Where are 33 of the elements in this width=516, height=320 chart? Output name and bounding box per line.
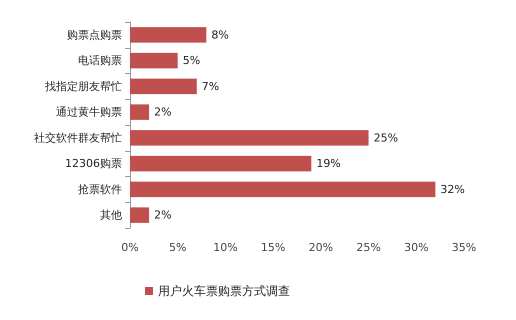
data-label: 19%	[316, 157, 341, 170]
data-label: 2%	[154, 208, 172, 222]
data-label: 5%	[182, 54, 200, 68]
x-tick-label: 10%	[213, 241, 238, 254]
bar	[130, 130, 369, 146]
bar	[130, 78, 197, 94]
data-label: 32%	[440, 182, 465, 196]
data-label: 2%	[154, 106, 172, 119]
data-label: 8%	[211, 28, 229, 42]
bar	[130, 156, 312, 172]
bar	[130, 27, 206, 43]
x-tick-label: 5%	[168, 241, 186, 254]
x-tick-label: 0%	[121, 241, 139, 254]
bar	[130, 207, 150, 223]
data-label: 25%	[374, 131, 398, 144]
bar	[130, 52, 178, 68]
x-tick-label: 20%	[308, 241, 334, 254]
data-label: 7%	[202, 80, 220, 93]
y-tick-label: 抢票软件	[78, 182, 122, 196]
y-tick-label: 其他	[100, 208, 122, 222]
y-tick-label: 通过黄牛购票	[56, 106, 122, 119]
x-tick-label: 25%	[356, 241, 381, 254]
legend-label: 用户火车票购票方式调查	[158, 284, 290, 298]
y-tick-label: 找指定朋友帮忙	[44, 80, 122, 93]
y-tick-label: 社交软件群友帮忙	[34, 131, 122, 144]
y-tick-label: 12306购票	[65, 157, 122, 170]
x-tick-label: 30%	[404, 241, 429, 254]
bar	[130, 182, 436, 198]
y-tick-label: 购票点购票	[67, 28, 122, 42]
y-tick-label: 电话购票	[78, 54, 122, 68]
bar	[130, 104, 150, 120]
x-tick-label: 15%	[260, 241, 286, 254]
x-tick-label: 35%	[452, 241, 476, 254]
